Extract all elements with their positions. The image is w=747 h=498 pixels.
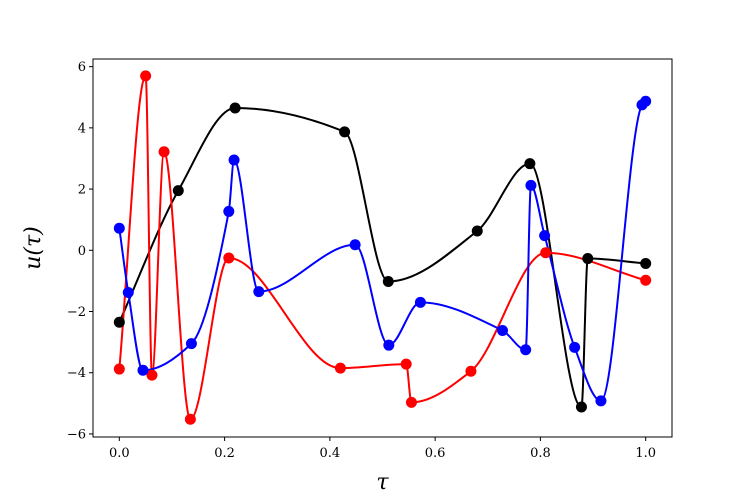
x-axis-label: τ [376,470,389,495]
data-point [253,286,265,298]
data-point [595,395,607,407]
data-point [520,344,532,356]
data-point [400,358,412,370]
data-point [540,247,552,259]
y-tick-label: 4 [78,121,86,136]
data-point [223,205,235,217]
series-line-1 [118,74,646,421]
data-point [140,70,152,82]
y-tick-label: 2 [78,183,86,198]
y-axis-label: u(τ) [21,226,46,270]
x-tick-label: 0.0 [109,446,130,461]
y-axis-ticks: −6 −4 −2 0 2 4 6 [67,60,93,442]
x-tick-label: 0.6 [425,446,446,461]
data-point [575,401,587,413]
data-point [158,146,170,158]
data-point [185,338,197,350]
data-point [349,239,361,251]
series-line-2 [118,100,647,402]
data-point [223,252,235,264]
data-point [113,222,125,234]
series-line-0 [118,106,646,409]
data-point [524,158,536,170]
y-tick-label: 6 [78,60,86,75]
data-point [525,179,537,191]
x-tick-label: 1.0 [635,446,656,461]
data-point [582,253,594,265]
plot-markers-group [113,70,652,425]
y-tick-label: 0 [78,244,86,259]
data-point [228,154,240,166]
data-point [339,126,351,138]
data-point [471,225,483,237]
data-point [382,276,394,288]
data-point [497,324,509,336]
data-point [113,363,125,375]
data-point [569,341,581,353]
data-point [229,102,241,114]
data-point [465,365,477,377]
plot-series-group [118,74,647,421]
axes-frame [92,58,673,438]
data-point [640,257,652,269]
y-tick-label: −2 [67,305,86,320]
y-tick-label: −6 [67,427,86,442]
data-point [122,287,134,299]
x-tick-label: 0.8 [530,446,551,461]
data-point [113,316,125,328]
data-point [539,230,551,242]
data-point [172,185,184,197]
data-point [640,95,652,107]
x-tick-label: 0.2 [214,446,235,461]
x-tick-label: 0.4 [320,446,341,461]
data-point [414,296,426,308]
data-point [383,339,395,351]
data-point [405,396,417,408]
data-point [334,362,346,374]
x-axis-ticks: 0.0 0.2 0.4 0.6 0.8 1.0 [109,437,656,461]
y-tick-label: −4 [67,366,86,381]
data-point [137,364,149,376]
data-point [640,274,652,286]
data-point [146,369,158,381]
data-point [184,413,196,425]
